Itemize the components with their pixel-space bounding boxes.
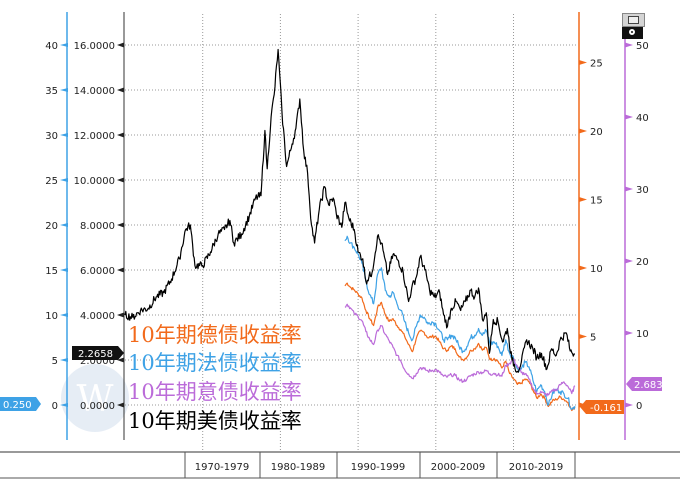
inner-left-tick-mark-8: [117, 402, 124, 408]
watermark-logo: W: [61, 364, 129, 432]
flag-purple: 2.683: [626, 377, 663, 391]
flag-inner-left: 2.2658: [72, 346, 124, 360]
orange-tick-mark-0: [579, 60, 587, 65]
inner-left-tick-label-6: 4.0000: [80, 311, 115, 322]
tick-labels: 403530252015105016.000014.000012.000010.…: [45, 41, 648, 473]
axes: [0, 12, 680, 479]
x-tick-label-0: 1970-1979: [195, 462, 250, 473]
chart-menu-icon: [628, 16, 639, 24]
inner-left-tick-mark-0: [117, 42, 124, 48]
flag-orange-value: -0.161: [590, 403, 622, 414]
flag-outer-left-box: [0, 397, 41, 411]
orange-tick-mark-3: [579, 265, 587, 271]
series-line-3: [124, 48, 575, 373]
value-flags: 2.2658 0.250 -0.161 2.683: [0, 346, 663, 414]
x-tick-label-2: 1990-1999: [351, 462, 406, 473]
inner-left-tick-mark-2: [117, 132, 124, 138]
legend-entry-1: 10年期法债收益率: [128, 351, 302, 375]
flag-orange-box: [580, 400, 624, 414]
inner-left-tick-label-4: 8.0000: [80, 221, 115, 232]
flag-orange: -0.161: [580, 400, 624, 414]
series-line-0: [344, 282, 576, 412]
purple-tick-label-1: 40: [636, 113, 649, 124]
outer-left-tick-mark-4: [60, 223, 68, 227]
grid-lines: [125, 14, 578, 452]
inner-left-tick-label-1: 14.0000: [74, 86, 115, 97]
inner-left-tick-label-7: 2.0000: [80, 356, 115, 367]
svg-text:W: W: [76, 379, 113, 420]
orange-tick-label-2: 15: [590, 196, 603, 207]
outer-left-tick-label-1: 35: [45, 86, 58, 97]
outer-left-tick-mark-6: [60, 313, 68, 317]
inner-left-tick-label-2: 12.0000: [74, 131, 115, 142]
settings-button[interactable]: [622, 27, 643, 39]
orange-tick-mark-1: [579, 128, 587, 134]
inner-left-tick-label-3: 10.0000: [74, 176, 115, 187]
x-tick-label-3: 2000-2009: [431, 462, 486, 473]
purple-tick-mark-5: [625, 402, 633, 408]
inner-left-tick-mark-4: [117, 222, 124, 228]
inner-left-tick-mark-1: [117, 87, 124, 93]
outer-left-tick-mark-7: [60, 358, 68, 362]
chart-menu-button[interactable]: [622, 13, 645, 27]
outer-left-tick-label-4: 20: [45, 221, 58, 232]
inner-left-tick-label-8: 0.0000: [80, 401, 115, 412]
flag-inner-left-value: 2.2658: [78, 349, 113, 360]
outer-left-tick-mark-8: [60, 403, 68, 407]
purple-tick-mark-1: [625, 114, 633, 120]
outer-left-tick-mark-0: [60, 43, 68, 47]
orange-tick-label-3: 10: [590, 264, 603, 275]
inner-left-tick-mark-5: [117, 267, 124, 273]
flag-outer-left-value: 0.250: [3, 400, 32, 411]
outer-left-tick-mark-1: [60, 88, 68, 92]
legend-entry-3: 10年期美债收益率: [128, 409, 302, 433]
inner-left-tick-label-0: 16.0000: [74, 41, 115, 52]
outer-left-tick-label-8: 0: [52, 401, 58, 412]
inner-left-tick-mark-6: [117, 312, 124, 318]
purple-tick-mark-0: [625, 42, 633, 48]
outer-left-tick-mark-3: [60, 178, 68, 182]
orange-tick-label-0: 25: [590, 59, 603, 70]
outer-left-tick-label-6: 10: [45, 311, 58, 322]
outer-left-tick-label-0: 40: [45, 41, 58, 52]
series-line-2: [344, 303, 576, 397]
orange-tick-label-4: 5: [590, 333, 596, 344]
orange-tick-label-1: 20: [590, 127, 603, 138]
flag-outer-left: 0.250: [0, 397, 41, 411]
outer-left-tick-mark-2: [60, 133, 68, 137]
outer-left-tick-label-7: 5: [52, 356, 58, 367]
outer-left-tick-label-5: 15: [45, 266, 58, 277]
outer-left-tick-label-3: 25: [45, 176, 58, 187]
purple-tick-label-3: 20: [636, 257, 649, 268]
gear-icon: [629, 29, 635, 35]
legend: 10年期德债收益率 10年期法债收益率 10年期意债收益率 10年期美债收益率: [128, 323, 302, 433]
purple-tick-label-2: 30: [636, 185, 649, 196]
legend-entry-2: 10年期意债收益率: [128, 380, 302, 404]
inner-left-tick-label-5: 6.0000: [80, 266, 115, 277]
purple-tick-mark-4: [625, 330, 633, 336]
purple-tick-mark-3: [625, 258, 633, 264]
flag-inner-left-box: [72, 346, 124, 360]
purple-tick-mark-2: [625, 186, 633, 192]
inner-left-tick-mark-7: [117, 357, 124, 363]
flag-purple-box: [626, 377, 662, 391]
x-tick-label-4: 2010-2019: [509, 462, 564, 473]
flag-purple-value: 2.683: [634, 380, 663, 391]
x-tick-label-1: 1980-1989: [271, 462, 326, 473]
inner-left-tick-mark-3: [117, 177, 124, 183]
purple-tick-label-5: 0: [636, 401, 642, 412]
purple-tick-label-4: 10: [636, 329, 649, 340]
series-lines: [124, 48, 576, 412]
outer-left-tick-label-2: 30: [45, 131, 58, 142]
legend-entry-0: 10年期德债收益率: [128, 323, 302, 347]
outer-left-tick-mark-5: [60, 268, 68, 272]
orange-tick-mark-4: [579, 334, 587, 339]
orange-tick-mark-2: [579, 197, 587, 202]
purple-tick-label-0: 50: [636, 41, 649, 52]
